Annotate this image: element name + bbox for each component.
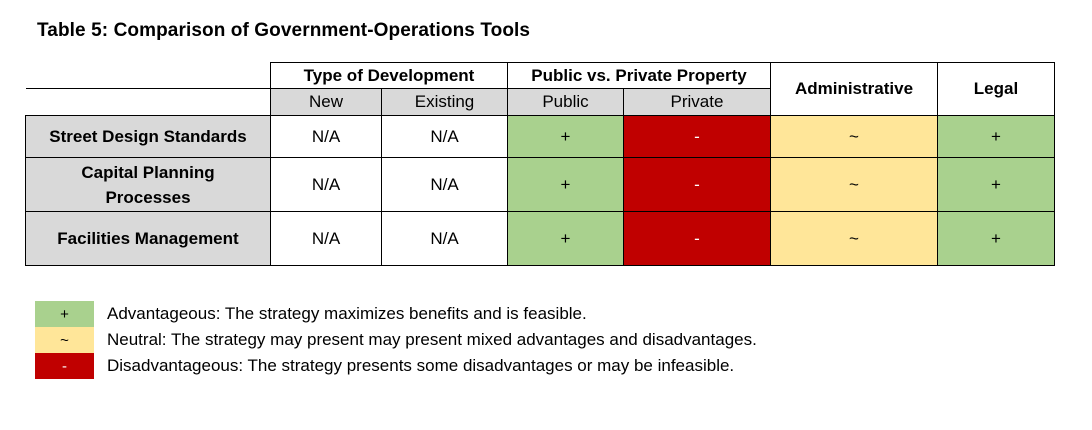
row-label: Street Design Standards	[25, 115, 271, 158]
cell-existing: N/A	[381, 157, 508, 212]
table-row: Street Design Standards N/A N/A + - ~ +	[25, 115, 1055, 158]
cell-public: +	[507, 211, 624, 266]
legend-text: Advantageous: The strategy maximizes ben…	[107, 304, 587, 323]
header-legal: Legal	[937, 62, 1055, 116]
legend-item-disadvantageous: - Disadvantageous: The strategy presents…	[35, 353, 757, 379]
legend-text: Disadvantageous: The strategy presents s…	[107, 356, 735, 375]
cell-public: +	[507, 115, 624, 158]
cell-legal: +	[937, 157, 1055, 212]
cell-private: -	[623, 211, 771, 266]
cell-new: N/A	[270, 115, 382, 158]
table-row: Facilities Management N/A N/A + - ~ +	[25, 211, 1055, 266]
cell-administrative: ~	[770, 157, 938, 212]
legend-swatch: +	[35, 301, 94, 327]
row-label: Facilities Management	[25, 211, 271, 266]
cell-legal: +	[937, 115, 1055, 158]
table-row: Capital Planning Processes N/A N/A + - ~…	[25, 157, 1055, 212]
cell-administrative: ~	[770, 115, 938, 158]
header-administrative: Administrative	[770, 62, 938, 116]
legend-swatch: ~	[35, 327, 94, 353]
table-title: Table 5: Comparison of Government-Operat…	[37, 20, 531, 41]
cell-administrative: ~	[770, 211, 938, 266]
legend: + Advantageous: The strategy maximizes b…	[35, 301, 757, 379]
row-label: Capital Planning Processes	[25, 157, 271, 212]
subheader-public: Public	[507, 88, 624, 116]
cell-new: N/A	[270, 211, 382, 266]
cell-existing: N/A	[381, 211, 508, 266]
cell-public: +	[507, 157, 624, 212]
cell-legal: +	[937, 211, 1055, 266]
subheader-private: Private	[623, 88, 771, 116]
legend-text: Neutral: The strategy may present may pr…	[107, 330, 757, 349]
cell-new: N/A	[270, 157, 382, 212]
blank-corner	[25, 62, 271, 89]
subheader-new: New	[270, 88, 382, 116]
blank-corner-lower	[25, 88, 271, 116]
legend-swatch: -	[35, 353, 94, 379]
cell-private: -	[623, 157, 771, 212]
cell-private: -	[623, 115, 771, 158]
legend-item-advantageous: + Advantageous: The strategy maximizes b…	[35, 301, 757, 327]
subheader-existing: Existing	[381, 88, 508, 116]
cell-existing: N/A	[381, 115, 508, 158]
header-public-vs-private: Public vs. Private Property	[507, 62, 771, 89]
legend-item-neutral: ~ Neutral: The strategy may present may …	[35, 327, 757, 353]
header-type-of-development: Type of Development	[270, 62, 508, 89]
row-label-text: Capital Planning Processes	[81, 162, 215, 207]
comparison-table: Type of Development Public vs. Private P…	[25, 62, 1055, 266]
